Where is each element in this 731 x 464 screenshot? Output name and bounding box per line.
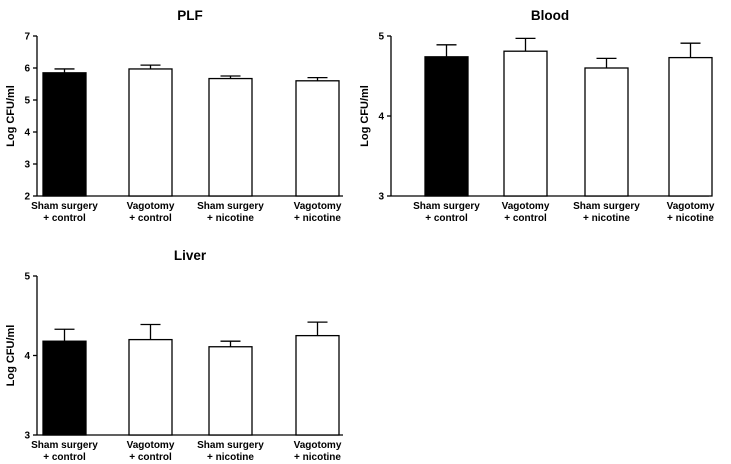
category-label: + nicotine: [294, 213, 341, 224]
category-label: Sham surgery: [197, 201, 264, 212]
bar: [208, 77, 253, 197]
category-label: Sham surgery: [31, 201, 98, 212]
chart-title: PLF: [177, 8, 203, 23]
y-tick-label: 5: [24, 272, 30, 283]
bar: [295, 80, 340, 197]
category-label: + nicotine: [294, 452, 341, 463]
category-label: + control: [129, 452, 172, 463]
category-label: + nicotine: [583, 213, 630, 224]
category-label: Vagotomy: [502, 201, 550, 212]
category-label: Vagotomy: [127, 440, 175, 451]
chart-title: Blood: [531, 8, 569, 23]
bar: [128, 338, 173, 436]
bar: [208, 346, 253, 436]
category-label: + control: [129, 213, 172, 224]
y-tick-label: 2: [24, 192, 30, 203]
y-tick-label: 4: [378, 112, 384, 123]
y-tick-label: 5: [24, 96, 30, 107]
category-label: Vagotomy: [667, 201, 715, 212]
category-label: Sham surgery: [31, 440, 98, 451]
category-label: Vagotomy: [294, 201, 342, 212]
y-axis-label: Log CFU/ml: [5, 85, 17, 147]
bar: [295, 334, 340, 436]
category-label: + control: [504, 213, 547, 224]
y-tick-label: 5: [378, 32, 384, 43]
category-label: Sham surgery: [197, 440, 264, 451]
category-label: Vagotomy: [127, 201, 175, 212]
bar: [668, 56, 713, 197]
y-tick-label: 4: [24, 128, 30, 139]
category-label: Sham surgery: [573, 201, 640, 212]
bar: [42, 340, 87, 436]
y-tick-label: 3: [378, 192, 384, 203]
category-label: Vagotomy: [294, 440, 342, 451]
category-label: + nicotine: [207, 452, 254, 463]
y-tick-label: 6: [24, 64, 30, 75]
bar: [584, 67, 629, 197]
bar: [42, 72, 87, 197]
bar: [424, 56, 469, 197]
chart-title: Liver: [174, 248, 207, 263]
y-tick-label: 3: [24, 431, 30, 442]
category-label: + nicotine: [667, 213, 714, 224]
y-tick-label: 4: [24, 351, 30, 362]
y-tick-label: 7: [24, 32, 30, 43]
bar: [128, 68, 173, 197]
bar: [503, 50, 548, 197]
y-axis-label: Log CFU/ml: [359, 85, 371, 147]
category-label: + control: [43, 213, 86, 224]
y-axis-label: Log CFU/ml: [5, 325, 17, 387]
y-tick-label: 3: [24, 160, 30, 171]
category-label: + control: [425, 213, 468, 224]
category-label: + nicotine: [207, 213, 254, 224]
category-label: Sham surgery: [413, 201, 480, 212]
category-label: + control: [43, 452, 86, 463]
